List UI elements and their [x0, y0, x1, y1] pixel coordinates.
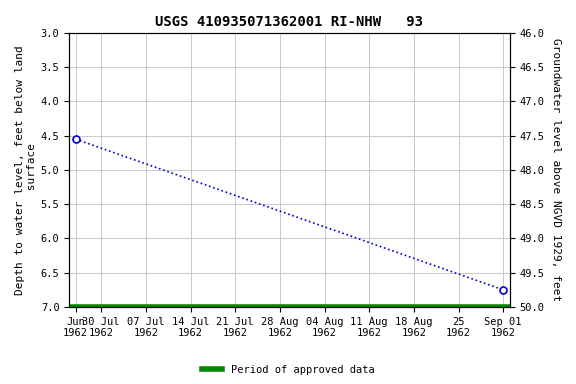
Title: USGS 410935071362001 RI-NHW   93: USGS 410935071362001 RI-NHW 93 [156, 15, 423, 29]
Legend: Period of approved data: Period of approved data [198, 361, 378, 379]
Y-axis label: Groundwater level above NGVD 1929, feet: Groundwater level above NGVD 1929, feet [551, 38, 561, 301]
Y-axis label: Depth to water level, feet below land
 surface: Depth to water level, feet below land su… [15, 45, 37, 295]
